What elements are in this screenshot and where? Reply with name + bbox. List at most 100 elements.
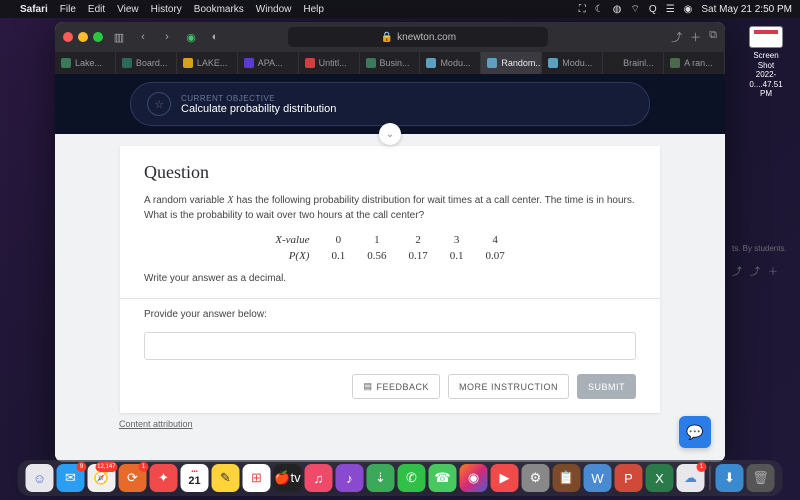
browser-tab[interactable]: Busin...	[360, 52, 421, 74]
wifi-icon[interactable]: ⌔	[631, 3, 640, 16]
dock-app[interactable]: 🗑	[747, 464, 775, 492]
browser-tab[interactable]: LAKE...	[177, 52, 238, 74]
browser-tab[interactable]: Lake...	[55, 52, 116, 74]
menu-file[interactable]: File	[60, 4, 76, 15]
close-window[interactable]	[63, 32, 73, 42]
dock-app[interactable]: W	[584, 464, 612, 492]
badge: 1	[139, 462, 149, 472]
feedback-button[interactable]: ▤FEEDBACK	[352, 374, 440, 399]
table-cell: 0.07	[475, 249, 514, 263]
dock-app[interactable]: ✉9	[57, 464, 85, 492]
menu-edit[interactable]: Edit	[88, 4, 105, 15]
favicon	[548, 58, 558, 68]
probability-table: X-value 0 1 2 3 4 P(X) 0.1 0.56 0.17 0.1…	[263, 231, 516, 265]
favicon	[487, 58, 497, 68]
dock-app[interactable]: ◉	[460, 464, 488, 492]
browser-tab[interactable]: Brainl...	[603, 52, 664, 74]
menu-help[interactable]: Help	[303, 4, 324, 15]
siri-icon[interactable]: ◉	[684, 4, 693, 15]
window-controls[interactable]	[63, 32, 103, 42]
minimize-window[interactable]	[78, 32, 88, 42]
menu-history[interactable]: History	[151, 4, 182, 15]
dock-app[interactable]: ⇣	[367, 464, 395, 492]
browser-toolbar: ▥ ‹ › ◉ ◐ 🔒 knewton.com ⤴ ＋ ⧉	[55, 22, 725, 52]
browser-tab[interactable]: A ran...	[664, 52, 725, 74]
browser-tab[interactable]: Board...	[116, 52, 177, 74]
dock-app[interactable]: 🍎tv	[274, 464, 302, 492]
dock-app[interactable]: ☺	[26, 464, 54, 492]
back-button[interactable]: ‹	[135, 31, 151, 43]
menu-view[interactable]: View	[117, 4, 139, 15]
menubar: Safari File Edit View History Bookmarks …	[0, 0, 800, 18]
tab-label: Untitl...	[319, 58, 347, 68]
menu-bookmarks[interactable]: Bookmarks	[194, 4, 244, 15]
content-attribution-link[interactable]: Content attribution	[55, 413, 725, 429]
current-objective: ☆ CURRENT OBJECTIVE Calculate probabilit…	[130, 82, 650, 126]
url-host: knewton.com	[397, 32, 456, 43]
dock-app[interactable]: ☎	[429, 464, 457, 492]
answer-input[interactable]	[144, 332, 636, 360]
dock-app[interactable]: ♫	[305, 464, 333, 492]
dock-app[interactable]: ⬇	[716, 464, 744, 492]
favicon	[670, 58, 680, 68]
dock-app[interactable]: ⚙	[522, 464, 550, 492]
favicon	[305, 58, 315, 68]
forward-button[interactable]: ›	[159, 31, 175, 43]
expand-button[interactable]: ⌄	[379, 123, 401, 145]
browser-tab[interactable]: Untitl...	[299, 52, 360, 74]
peek-text: ts. By students.	[732, 244, 796, 253]
new-tab-icon[interactable]: ＋	[690, 29, 701, 45]
submit-button[interactable]: SUBMIT	[577, 374, 636, 399]
app-name[interactable]: Safari	[20, 4, 48, 15]
more-instruction-button[interactable]: MORE INSTRUCTION	[448, 374, 569, 399]
dock-app[interactable]: ▶	[491, 464, 519, 492]
address-bar[interactable]: 🔒 knewton.com	[288, 27, 548, 47]
chat-fab[interactable]: 💬	[679, 416, 711, 448]
control-center-icon[interactable]: ☰	[666, 4, 675, 15]
moon-icon[interactable]: ☾	[595, 4, 604, 15]
privacy-icon[interactable]: ◐	[207, 31, 223, 43]
favicon	[609, 58, 619, 68]
star-icon: ☆	[147, 92, 171, 116]
dock-app[interactable]: X	[646, 464, 674, 492]
thumbnail-image	[749, 26, 783, 48]
dock-app[interactable]: ✎	[212, 464, 240, 492]
menu-window[interactable]: Window	[256, 4, 292, 15]
dock-app[interactable]: ▪▪▪21	[181, 464, 209, 492]
tab-label: Lake...	[75, 58, 102, 68]
table-cell: 0	[321, 233, 355, 247]
feedback-icon: ▤	[363, 381, 372, 392]
dock-app[interactable]: ✦	[150, 464, 178, 492]
sidebar-toggle-icon[interactable]: ▥	[111, 31, 127, 44]
clock[interactable]: Sat May 21 2:50 PM	[701, 4, 792, 15]
browser-tab[interactable]: Modu...	[420, 52, 481, 74]
action-row: ▤FEEDBACK MORE INSTRUCTION SUBMIT	[144, 374, 636, 399]
dock-app[interactable]: P	[615, 464, 643, 492]
thumbnail-label-2: 2022-0....47.51 PM	[746, 70, 786, 99]
extension-icon[interactable]: ◉	[183, 31, 199, 44]
browser-tab[interactable]: Random...	[481, 52, 542, 74]
dock-app[interactable]: 📋	[553, 464, 581, 492]
dock-app[interactable]: ⊞	[243, 464, 271, 492]
dock-app[interactable]: ⟳1	[119, 464, 147, 492]
zoom-window[interactable]	[93, 32, 103, 42]
thumbnail-label-1: Screen Shot	[746, 51, 786, 70]
search-icon[interactable]: Q	[649, 4, 657, 15]
share-icon[interactable]: ⤴	[671, 29, 682, 45]
tabs-overview-icon[interactable]: ⧉	[709, 29, 717, 45]
browser-tab[interactable]: Modu...	[542, 52, 603, 74]
tab-label: Board...	[136, 58, 168, 68]
desktop-file-thumbnail[interactable]: Screen Shot 2022-0....47.51 PM	[746, 26, 786, 99]
browser-tab[interactable]: APA...	[238, 52, 299, 74]
tab-strip: Lake... Board... LAKE...APA... Untitl... Bus…	[55, 52, 725, 74]
dock-app[interactable]: ☁1	[677, 464, 705, 492]
badge: 9	[77, 462, 87, 472]
dock-app[interactable]: 🧭12,147	[88, 464, 116, 492]
tab-label: A ran...	[684, 58, 713, 68]
p-label: P(X)	[265, 249, 319, 263]
objective-text: Calculate probability distribution	[181, 103, 336, 115]
dock: ☺✉9🧭12,147⟳1✦▪▪▪21✎⊞🍎tv♫♪⇣✆☎◉▶⚙📋WPX☁1 ⬇🗑	[18, 460, 783, 496]
dock-app[interactable]: ✆	[398, 464, 426, 492]
dock-app[interactable]: ♪	[336, 464, 364, 492]
chat-icon: 💬	[686, 424, 703, 441]
